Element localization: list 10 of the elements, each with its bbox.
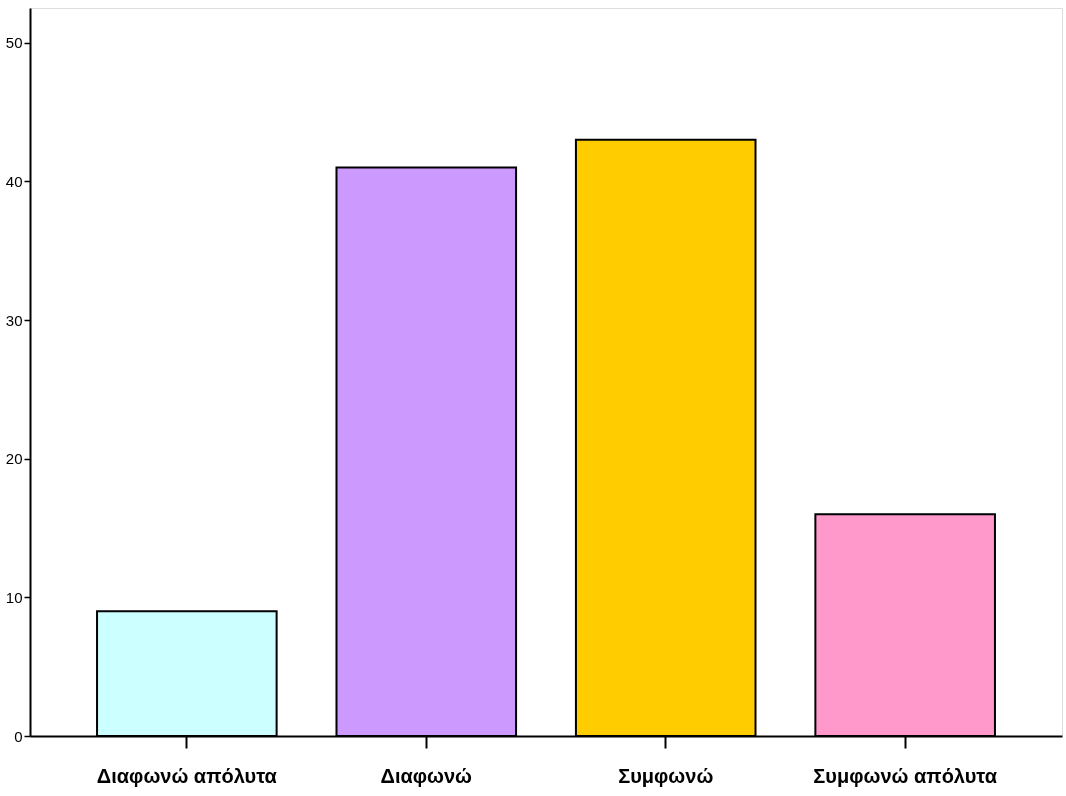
x-tick-label: Διαφωνώ απόλυτα xyxy=(96,764,278,787)
y-tick-label: 20 xyxy=(5,450,23,468)
x-tick-label: Διαφωνώ xyxy=(380,764,473,787)
y-tick-label: 40 xyxy=(5,172,23,190)
y-tick-label: 10 xyxy=(5,588,23,606)
y-tick-label: 30 xyxy=(5,311,23,329)
y-tick-label: 0 xyxy=(14,727,23,745)
x-tick-label: Συμφωνώ απόλυτα xyxy=(813,764,998,787)
y-tick-label: 50 xyxy=(5,34,23,52)
x-tick-label: Συμφωνώ xyxy=(618,764,714,787)
